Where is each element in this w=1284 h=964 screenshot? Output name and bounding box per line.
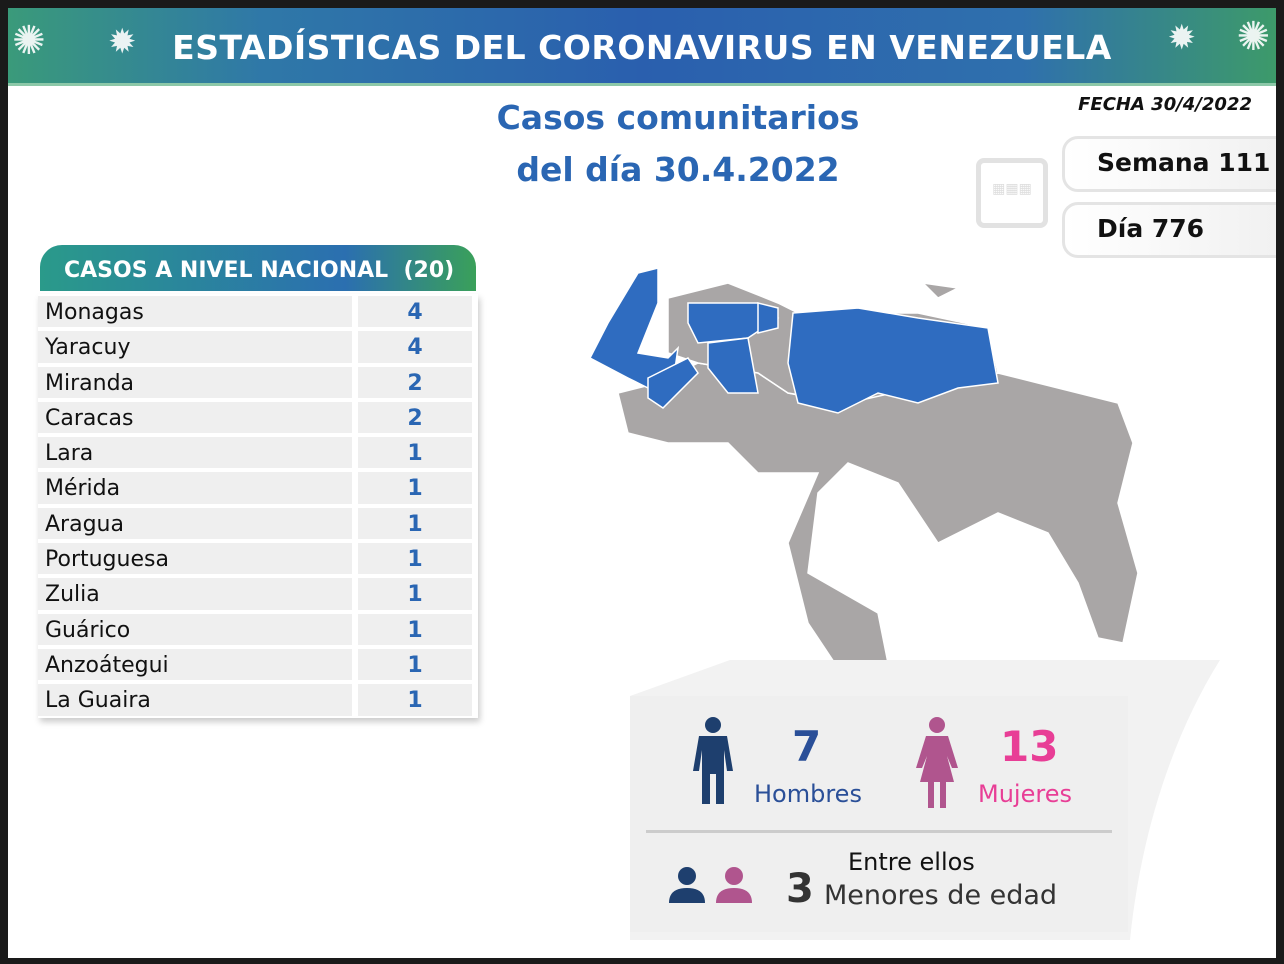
table-row: Aragua 1 <box>38 506 478 541</box>
map-region-merida <box>647 357 699 409</box>
minors-label: Menores de edad <box>824 880 1058 911</box>
map-region-yaracuy <box>757 302 779 334</box>
case-count: 2 <box>358 401 472 434</box>
state-name: Miranda <box>38 366 352 398</box>
date-label: FECHA 30/4/2022 <box>1078 94 1252 115</box>
minors-icon <box>669 867 752 903</box>
case-count: 1 <box>358 437 472 469</box>
state-name: Monagas <box>38 296 352 328</box>
table-title: CASOS A NIVEL NACIONAL <box>64 258 389 283</box>
page-title: Casos comunitarios del día 30.4.2022 <box>478 92 878 196</box>
cases-table: Monagas 4 Yaracuy 4 Miranda 2 Caracas 2 Lara 1 Mér… <box>38 294 478 718</box>
table-row: Portuguesa 1 <box>38 541 478 576</box>
state-name: Guárico <box>38 613 352 645</box>
virus-icon: ✹ <box>108 22 137 62</box>
state-name: Aragua <box>38 507 352 540</box>
case-count: 1 <box>358 613 472 645</box>
case-count: 1 <box>358 578 472 610</box>
case-count: 1 <box>358 684 472 716</box>
map-region <box>617 362 1139 669</box>
case-count: 1 <box>358 648 472 681</box>
table-row: Guárico 1 <box>38 612 478 647</box>
table-row: Zulia 1 <box>38 576 478 611</box>
week-badge: Semana 111 <box>1062 136 1276 192</box>
men-count: 7 <box>792 722 822 771</box>
women-count: 13 <box>1000 722 1059 771</box>
state-name: La Guaira <box>38 684 352 716</box>
between-label: Entre ellos <box>848 848 975 876</box>
table-row: Mérida 1 <box>38 470 478 505</box>
case-count: 1 <box>358 507 472 540</box>
minors-count: 3 <box>786 866 814 912</box>
case-count: 2 <box>358 366 472 398</box>
title-line2: del día 30.4.2022 <box>516 150 840 189</box>
table-row: Lara 1 <box>38 435 478 470</box>
table-row: Monagas 4 <box>38 294 478 329</box>
table-row: Miranda 2 <box>38 365 478 400</box>
map-region-portuguesa <box>707 337 759 394</box>
table-header: CASOS A NIVEL NACIONAL (20) <box>40 245 476 291</box>
table-total: (20) <box>403 258 455 283</box>
table-row: La Guaira 1 <box>38 682 478 717</box>
case-count: 4 <box>358 296 472 328</box>
state-name: Lara <box>38 437 352 469</box>
state-name: Portuguesa <box>38 543 352 575</box>
table-row: Anzoátegui 1 <box>38 647 478 682</box>
calendar-icon: ▦▦▦ <box>976 158 1048 228</box>
state-name: Zulia <box>38 578 352 610</box>
table-row: Caracas 2 <box>38 400 478 435</box>
state-name: Yaracuy <box>38 331 352 363</box>
table-row: Yaracuy 4 <box>38 329 478 364</box>
man-icon <box>693 717 733 804</box>
woman-icon <box>916 717 958 808</box>
gender-panel <box>630 696 1128 932</box>
state-name: Anzoátegui <box>38 648 352 681</box>
women-label: Mujeres <box>978 780 1072 808</box>
virus-icon: ✺ <box>12 18 46 64</box>
day-badge: Día 776 <box>1062 202 1276 258</box>
map-region-east <box>787 307 999 414</box>
case-count: 1 <box>358 472 472 504</box>
case-count: 1 <box>358 543 472 575</box>
map-region <box>920 281 961 299</box>
state-name: Caracas <box>38 401 352 434</box>
infographic: ✺ ✹ ESTADÍSTICAS DEL CORONAVIRUS EN VENE… <box>8 8 1276 958</box>
title-line1: Casos comunitarios <box>496 98 860 137</box>
men-label: Hombres <box>754 780 862 808</box>
banner: ✺ ✹ ESTADÍSTICAS DEL CORONAVIRUS EN VENE… <box>8 8 1276 86</box>
virus-icon: ✺ <box>1236 14 1270 60</box>
state-name: Mérida <box>38 472 352 504</box>
banner-title: ESTADÍSTICAS DEL CORONAVIRUS EN VENEZUEL… <box>172 28 1112 67</box>
case-count: 4 <box>358 331 472 363</box>
virus-icon: ✹ <box>1167 18 1197 58</box>
divider <box>646 830 1112 833</box>
venezuela-map <box>588 267 1139 669</box>
